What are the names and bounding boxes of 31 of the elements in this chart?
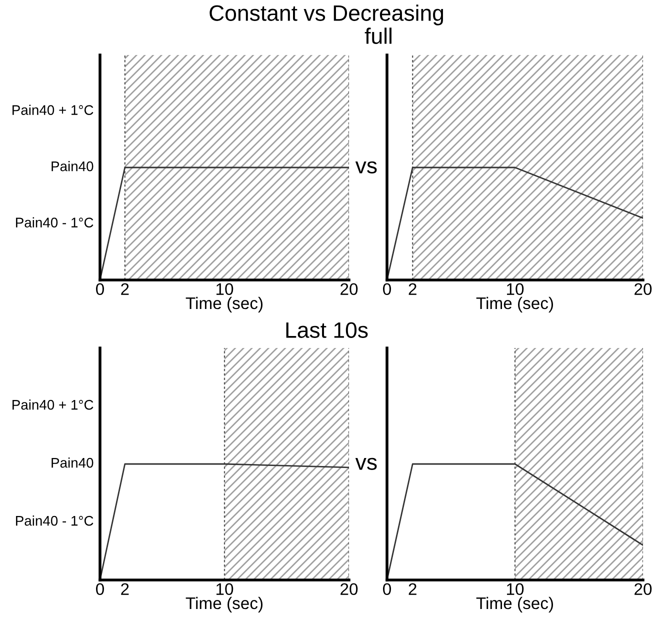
text: vs	[355, 161, 377, 174]
x-tick-label: 20	[340, 283, 358, 296]
text: vs	[355, 458, 377, 470]
text: Pain40 - 1°C	[16, 516, 94, 526]
x-tick-label: 20	[340, 583, 358, 596]
x-tick-label: 0	[383, 583, 391, 596]
x-tick-label: 20	[634, 583, 652, 596]
x-axis-title: Time (sec)	[476, 596, 554, 612]
chart-subtitle: full	[364, 28, 392, 44]
x-tick-label: 20	[634, 283, 652, 296]
x-tick-label: 10	[216, 583, 234, 596]
x-axis-title: Time (sec)	[186, 596, 263, 612]
x-tick-label: 0	[96, 583, 104, 596]
x-tick-label: 2	[121, 583, 129, 595]
chart-title: Constant vs Decreasing	[210, 4, 444, 26]
x-tick-label: 0	[383, 283, 391, 296]
text: Pain40 + 1°C	[12, 104, 94, 115]
chart-title: Last 10s	[286, 322, 368, 338]
text: Pain40 - 1°C	[16, 217, 94, 228]
x-tick-label: 10	[507, 583, 524, 596]
x-tick-label: 2	[408, 583, 416, 595]
x-axis-title: Time (sec)	[186, 296, 263, 312]
text: Pain40 + 1°C	[12, 400, 94, 410]
x-tick-label: 2	[408, 283, 416, 295]
x-tick-label: 10	[507, 283, 524, 296]
x-tick-label: 2	[121, 283, 129, 295]
text: Pain40	[52, 161, 94, 172]
x-tick-label: 10	[216, 283, 234, 296]
text: Pain40	[52, 458, 94, 468]
x-tick-label: 0	[96, 283, 104, 296]
x-axis-title: Time (sec)	[476, 296, 554, 312]
